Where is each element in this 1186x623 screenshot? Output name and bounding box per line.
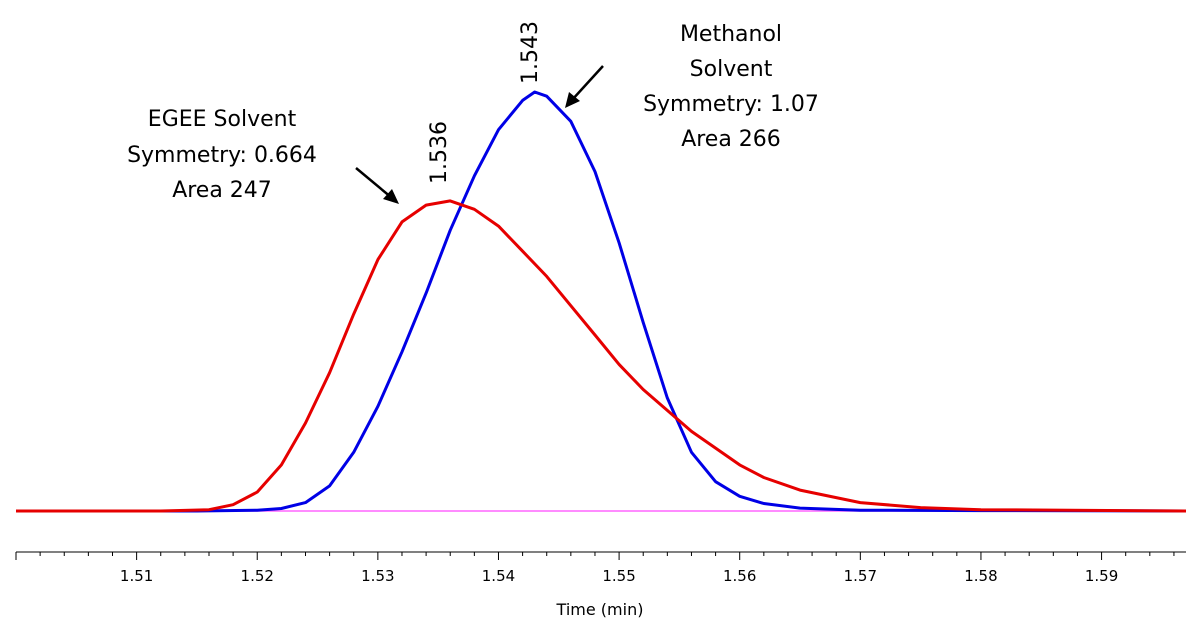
- series-line-0: [16, 90, 1186, 513]
- x-tick-label: 1.57: [844, 567, 877, 585]
- methanol-annotation-line-4: Area 266: [681, 127, 781, 152]
- x-tick-label: 1.56: [723, 567, 756, 585]
- x-axis-title: Time (min): [556, 600, 644, 619]
- methanol-annotation-line-2: Solvent: [690, 57, 773, 82]
- methanol-annotation: Methanol Solvent Symmetry: 1.07 Area 266: [565, 22, 819, 152]
- x-tick-label: 1.53: [361, 567, 394, 585]
- egee-annotation-line-3: Area 247: [172, 178, 272, 203]
- x-tick-label: 1.59: [1085, 567, 1118, 585]
- x-axis-ticks: [15, 552, 1175, 560]
- x-tick-label: 1.51: [120, 567, 153, 585]
- egee-arrow: [355, 167, 399, 204]
- peak-label-1543: 1.543: [518, 21, 543, 84]
- x-tick-label: 1.54: [482, 567, 515, 585]
- x-tick-label: 1.58: [964, 567, 997, 585]
- series-line-1: [16, 199, 1186, 513]
- x-tick-label: 1.52: [241, 567, 274, 585]
- x-axis-tick-labels: 1.51 1.52 1.53 1.54 1.55 1.56 1.57 1.58 1.59: [120, 567, 1118, 585]
- methanol-annotation-line-1: Methanol: [680, 22, 782, 47]
- plot-area: [16, 90, 1186, 513]
- egee-annotation-line-1: EGEE Solvent: [148, 107, 297, 132]
- egee-annotation: EGEE Solvent Symmetry: 0.664 Area 247: [127, 107, 399, 204]
- peak-label-1536: 1.536: [427, 121, 452, 184]
- methanol-arrow: [565, 65, 604, 108]
- x-tick-label: 1.55: [602, 567, 635, 585]
- methanol-annotation-line-3: Symmetry: 1.07: [643, 92, 819, 117]
- egee-annotation-line-2: Symmetry: 0.664: [127, 143, 317, 168]
